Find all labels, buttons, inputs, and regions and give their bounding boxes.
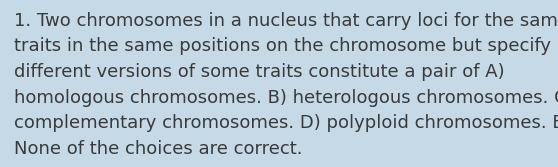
Text: 1. Two chromosomes in a nucleus that carry loci for the same
traits in the same : 1. Two chromosomes in a nucleus that car… xyxy=(14,12,558,158)
